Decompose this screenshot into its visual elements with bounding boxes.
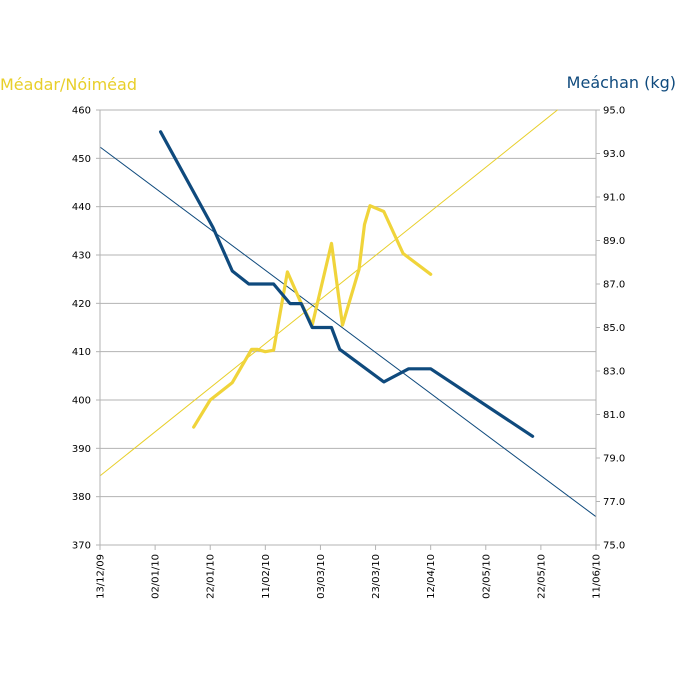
weight-series-line [159, 130, 535, 438]
pace-series-line [192, 204, 433, 429]
left-tick-label: 370 [72, 541, 91, 552]
x-axis-ticks: 13/12/09 02/01/10 22/01/10 11/02/10 03/03/10… [96, 545, 603, 599]
right-tick-label: 75.0 [603, 541, 625, 552]
x-tick-label: 11/02/10 [261, 554, 272, 599]
weight-trend-line [99, 146, 597, 518]
series-lines [159, 130, 535, 438]
right-tick-label: 91.0 [603, 193, 625, 204]
left-axis-title: Méadar/Nóiméad [0, 75, 137, 94]
x-tick-label: 02/01/10 [151, 554, 162, 599]
left-tick-label: 430 [72, 251, 91, 262]
x-tick-label: 11/06/10 [592, 554, 603, 599]
right-tick-label: 87.0 [603, 280, 625, 291]
pace-trend-line [99, 109, 558, 477]
right-tick-label: 85.0 [603, 323, 625, 334]
x-tick-label: 22/01/10 [206, 554, 217, 599]
x-tick-label: 13/12/09 [96, 554, 107, 599]
x-tick-label: 02/05/10 [481, 554, 492, 599]
left-tick-label: 390 [72, 444, 91, 455]
x-tick-label: 22/05/10 [536, 554, 547, 599]
right-tick-label: 89.0 [603, 236, 625, 247]
left-tick-label: 400 [72, 396, 91, 407]
left-tick-label: 380 [72, 492, 91, 503]
right-tick-label: 77.0 [603, 497, 625, 508]
x-tick-label: 23/03/10 [371, 554, 382, 599]
right-tick-label: 81.0 [603, 410, 625, 421]
left-tick-label: 450 [72, 154, 91, 165]
left-tick-label: 420 [72, 299, 91, 310]
x-tick-label: 12/04/10 [426, 554, 437, 599]
left-tick-label: 460 [72, 106, 91, 117]
right-tick-label: 83.0 [603, 367, 625, 378]
plot-frame [99, 110, 597, 546]
x-tick-label: 03/03/10 [316, 554, 327, 599]
left-axis-ticks: 370 380 390 400 410 420 430 440 450 460 [72, 106, 100, 552]
trend-lines [99, 109, 597, 518]
left-tick-label: 410 [72, 347, 91, 358]
gridlines [100, 109, 596, 546]
left-tick-label: 440 [72, 202, 91, 213]
right-axis-ticks: 75.0 77.0 79.0 81.0 83.0 85.0 87.0 89.0 91.0 93.0… [596, 106, 625, 552]
right-tick-label: 93.0 [603, 149, 625, 160]
right-axis-title: Meáchan (kg) [567, 73, 676, 92]
right-tick-label: 79.0 [603, 454, 625, 465]
right-tick-label: 95.0 [603, 106, 625, 117]
